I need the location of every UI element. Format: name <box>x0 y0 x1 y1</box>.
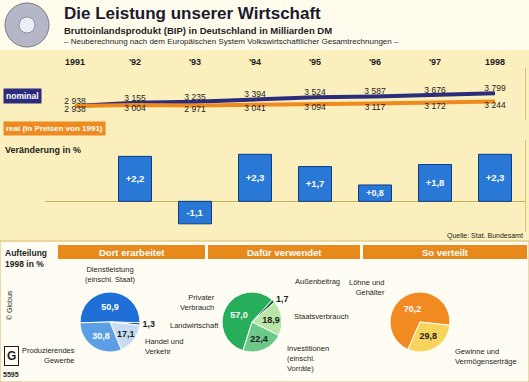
svg-text:+2,3: +2,3 <box>486 172 505 183</box>
svg-text:2 938: 2 938 <box>64 104 86 114</box>
svg-text:1,3: 1,3 <box>142 319 155 329</box>
svg-text:Bruttoinlandsprodukt (BIP) in: Bruttoinlandsprodukt (BIP) in Deutschlan… <box>64 25 332 36</box>
svg-text:Löhne undGehälter: Löhne undGehälter <box>349 278 385 297</box>
svg-text:50,9: 50,9 <box>101 302 119 312</box>
svg-text:'97: '97 <box>429 57 441 67</box>
svg-text:PrivaterVerbrauch: PrivaterVerbrauch <box>180 293 215 312</box>
svg-text:'95: '95 <box>309 57 321 67</box>
svg-text:Gewinne undVermögenserträge: Gewinne undVermögenserträge <box>455 347 517 366</box>
svg-text:ProduzierendesGewerbe: ProduzierendesGewerbe <box>22 346 75 365</box>
svg-text:G: G <box>7 349 16 363</box>
svg-text:1998: 1998 <box>485 57 505 67</box>
svg-text:Veränderung in %: Veränderung in % <box>5 145 81 155</box>
svg-text:-1,1: -1,1 <box>186 207 203 218</box>
svg-text:30,8: 30,8 <box>92 331 110 341</box>
svg-text:Dort erarbeitet: Dort erarbeitet <box>99 247 165 258</box>
svg-text:57,0: 57,0 <box>230 310 248 320</box>
svg-text:70,2: 70,2 <box>404 304 422 314</box>
svg-text:So verteilt: So verteilt <box>422 247 469 258</box>
svg-text:1991: 1991 <box>65 57 85 67</box>
svg-text:3 155: 3 155 <box>124 93 146 103</box>
svg-text:+2,2: +2,2 <box>126 173 145 184</box>
svg-text:5595: 5595 <box>3 371 19 378</box>
svg-text:3 094: 3 094 <box>304 102 326 112</box>
svg-text:29,8: 29,8 <box>420 331 438 341</box>
svg-text:nominal: nominal <box>6 91 39 101</box>
svg-text:Investitionen(einschl.Vorräte): Investitionen(einschl.Vorräte) <box>287 344 329 373</box>
svg-text:18,9: 18,9 <box>262 315 280 325</box>
svg-text:3 117: 3 117 <box>365 102 386 112</box>
svg-text:+1,8: +1,8 <box>426 177 445 188</box>
svg-text:Aufteilung1998 in %: Aufteilung1998 in % <box>5 248 47 269</box>
svg-text:Quelle: Stat. Bundesamt: Quelle: Stat. Bundesamt <box>447 232 523 240</box>
svg-text:+1,7: +1,7 <box>306 178 325 189</box>
svg-text:+2,3: +2,3 <box>246 172 265 183</box>
svg-text:22,4: 22,4 <box>250 334 268 344</box>
svg-text:2 971: 2 971 <box>184 104 206 114</box>
svg-text:3 235: 3 235 <box>184 92 206 102</box>
svg-text:Handel undVerkehr: Handel undVerkehr <box>145 337 183 356</box>
svg-text:3 244: 3 244 <box>484 100 506 110</box>
svg-text:'94: '94 <box>249 57 261 67</box>
svg-text:3 587: 3 587 <box>364 86 386 96</box>
svg-text:'93: '93 <box>189 57 201 67</box>
svg-text:+0,8: +0,8 <box>366 188 384 198</box>
svg-text:3 524: 3 524 <box>304 87 326 97</box>
svg-text:– Neuberechnung nach dem Europ: – Neuberechnung nach dem Europäischen Sy… <box>64 37 399 46</box>
svg-text:Staatsverbrauch: Staatsverbrauch <box>294 312 349 321</box>
svg-text:Dienstleistung(einschl. Staat): Dienstleistung(einschl. Staat) <box>85 265 136 284</box>
svg-text:2 938: 2 938 <box>64 96 86 106</box>
svg-text:'96: '96 <box>369 57 381 67</box>
svg-text:3 041: 3 041 <box>244 103 266 113</box>
svg-text:real (in Preisen von 1991): real (in Preisen von 1991) <box>6 124 103 133</box>
svg-text:3 004: 3 004 <box>124 103 146 113</box>
svg-text:Landwirtschaft: Landwirtschaft <box>170 321 219 330</box>
svg-text:Dafür verwendet: Dafür verwendet <box>247 247 322 258</box>
svg-text:© Globus: © Globus <box>6 290 13 320</box>
svg-text:'92: '92 <box>129 57 141 67</box>
svg-text:3 394: 3 394 <box>244 89 266 99</box>
svg-text:17,1: 17,1 <box>117 329 135 339</box>
svg-text:Die Leistung unserer Wirtschaf: Die Leistung unserer Wirtschaft <box>64 4 321 23</box>
svg-text:3 799: 3 799 <box>484 83 506 93</box>
svg-text:3 172: 3 172 <box>424 101 446 111</box>
svg-text:1,7: 1,7 <box>276 294 289 304</box>
svg-text:Außenbeitrag: Außenbeitrag <box>295 277 340 286</box>
svg-text:3 676: 3 676 <box>424 85 446 95</box>
